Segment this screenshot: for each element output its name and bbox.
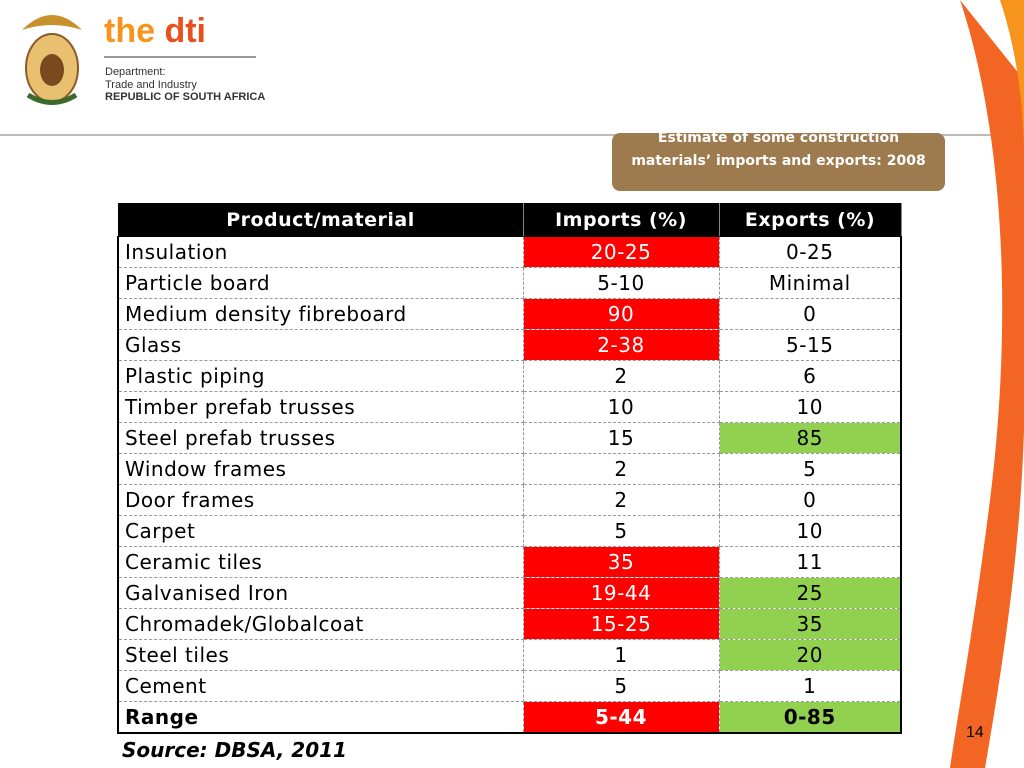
table-cell: 0-25 (718, 236, 902, 268)
table-row: Range 5-44 0-85 (117, 701, 902, 734)
table-cell: 1 (522, 639, 720, 671)
table-cell: 20 (718, 639, 902, 671)
table-cell: 0 (718, 298, 902, 330)
table-cell: 25 (718, 577, 902, 609)
table-cell: 5-15 (718, 329, 902, 361)
table-cell: Window frames (117, 453, 524, 485)
table-row: Door frames 2 0 (117, 484, 902, 516)
table-cell: 2 (522, 484, 720, 516)
table-row: Glass 2-38 5-15 (117, 329, 902, 361)
table-cell: 2 (522, 360, 720, 392)
table-cell: 0-85 (718, 701, 902, 734)
table-cell: Galvanised Iron (117, 577, 524, 609)
table-row: Particle board 5-10 Minimal (117, 267, 902, 299)
table-cell: 5-10 (522, 267, 720, 299)
table-cell: 35 (522, 546, 720, 578)
table-cell: 20-25 (522, 236, 720, 268)
table-row: Galvanised Iron 19-44 25 (117, 577, 902, 609)
table-cell: Steel prefab trusses (117, 422, 524, 454)
table-cell: 15 (522, 422, 720, 454)
table-cell: 10 (718, 515, 902, 547)
table-cell: 6 (718, 360, 902, 392)
table-cell: Minimal (718, 267, 902, 299)
source: Source: DBSA, 2011 (122, 738, 347, 762)
table-row: Steel prefab trusses 15 85 (117, 422, 902, 454)
table-cell: Steel tiles (117, 639, 524, 671)
table-cell: 19-44 (522, 577, 720, 609)
page-number: 14 (966, 724, 984, 741)
header-row: Product/material Imports (%) Exports (%) (117, 203, 902, 237)
table-row: Timber prefab trusses 10 10 (117, 391, 902, 423)
table-row: Chromadek/Globalcoat 15-25 35 (117, 608, 902, 640)
badge: Estimate of some construction materials’… (612, 133, 945, 191)
table-cell: Door frames (117, 484, 524, 516)
data-table: Product/material Imports (%) Exports (%) I… (117, 203, 902, 734)
table-cell: Particle board (117, 267, 524, 299)
table-row: Carpet 5 10 (117, 515, 902, 547)
logo-word: the (104, 12, 155, 50)
table-row: Steel tiles 1 20 (117, 639, 902, 671)
table-row: Ceramic tiles 35 11 (117, 546, 902, 578)
table-cell: Carpet (117, 515, 524, 547)
table-cell: 5 (718, 453, 902, 485)
logo-line: REPUBLIC OF SOUTH AFRICA (105, 91, 266, 103)
logo-text: the dti (104, 12, 206, 51)
table-cell: 85 (718, 422, 902, 454)
swoosh (950, 0, 1024, 768)
table-cell: Range (117, 701, 524, 734)
table-cell: 2 (522, 453, 720, 485)
table-cell: 15-25 (522, 608, 720, 640)
table-cell: 0 (718, 484, 902, 516)
badge-text: Estimate of some construction materials’… (631, 133, 926, 169)
table-cell: 1 (718, 670, 902, 702)
table-row: Medium density fibreboard 90 0 (117, 298, 902, 330)
logo-line: Trade and Industry (105, 79, 197, 91)
table-cell: 11 (718, 546, 902, 578)
header-cell: Exports (%) (718, 203, 902, 237)
table-cell: Glass (117, 329, 524, 361)
table-cell: Timber prefab trusses (117, 391, 524, 423)
table-row: Window frames 2 5 (117, 453, 902, 485)
table-row: Plastic piping 2 6 (117, 360, 902, 392)
table-cell: 10 (522, 391, 720, 423)
logo-line: Department: (105, 66, 166, 78)
table-cell: 5 (522, 670, 720, 702)
header-cell: Product/material (117, 203, 524, 237)
swoosh-small (1000, 0, 1024, 160)
table-cell: 35 (718, 608, 902, 640)
table-cell: Medium density fibreboard (117, 298, 524, 330)
table-cell: 5 (522, 515, 720, 547)
table-cell: Cement (117, 670, 524, 702)
table-cell: Ceramic tiles (117, 546, 524, 578)
table-cell: 10 (718, 391, 902, 423)
table-cell: Plastic piping (117, 360, 524, 392)
table-cell: Chromadek/Globalcoat (117, 608, 524, 640)
logo-word: dti (164, 12, 206, 50)
emblem (22, 15, 82, 105)
table-row: Insulation 20-25 0-25 (117, 236, 902, 268)
table-cell: 2-38 (522, 329, 720, 361)
table-cell: 5-44 (522, 701, 720, 734)
header-cell: Imports (%) (522, 203, 720, 237)
table-row: Cement 5 1 (117, 670, 902, 702)
table-cell: Insulation (117, 236, 524, 268)
table-cell: 90 (522, 298, 720, 330)
